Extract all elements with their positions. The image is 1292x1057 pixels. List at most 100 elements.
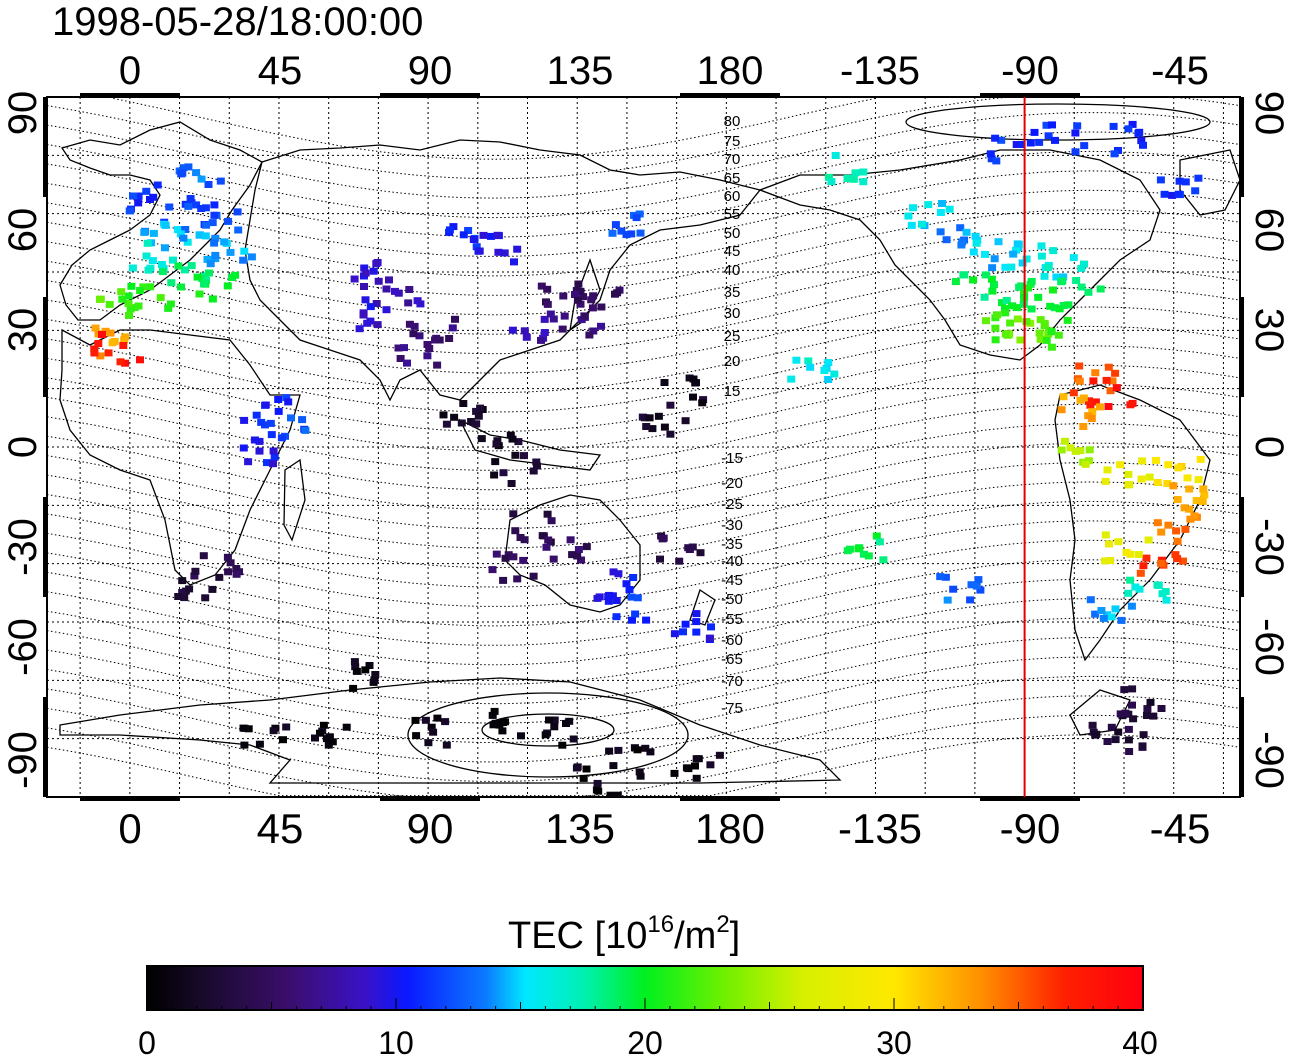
- tec-cell: [550, 723, 559, 731]
- tec-cell: [792, 356, 801, 364]
- tec-cell: [609, 762, 618, 770]
- tec-cell: [261, 401, 270, 409]
- top-axis-bar: [980, 93, 1080, 98]
- tec-cell: [173, 226, 182, 234]
- tec-cell: [654, 412, 663, 420]
- tec-cell: [1164, 461, 1173, 469]
- tec-cell: [1009, 250, 1018, 258]
- tec-cell: [350, 275, 359, 283]
- tec-cell: [1047, 328, 1056, 336]
- tec-cell: [987, 155, 996, 163]
- mag-lat-contour: [47, 189, 1240, 277]
- tec-cell: [962, 228, 971, 236]
- tec-cell: [1172, 527, 1181, 535]
- tec-cell: [582, 765, 591, 773]
- tec-cell: [349, 684, 358, 692]
- tec-cell: [1125, 481, 1134, 488]
- tec-cell: [1075, 362, 1084, 370]
- mag-lat-contour: [47, 598, 1240, 685]
- tec-cell: [1198, 498, 1207, 505]
- contour-label: 30: [724, 305, 741, 322]
- tec-cell: [1139, 562, 1148, 570]
- contour-label: 75: [724, 133, 741, 150]
- tec-cell: [547, 517, 556, 525]
- mag-lat-contour: [47, 520, 1240, 607]
- top-lon-label: 90: [408, 49, 453, 93]
- tec-cell: [1116, 710, 1125, 718]
- tec-cell: [1075, 377, 1084, 385]
- bottom-lon-label: -90: [1000, 805, 1061, 852]
- tec-cell: [423, 352, 432, 360]
- tec-cell: [442, 741, 451, 749]
- tec-cell: [611, 221, 620, 229]
- tec-cell: [1117, 616, 1126, 624]
- tec-cell: [474, 412, 483, 420]
- tec-cell: [972, 239, 981, 247]
- tec-cell: [613, 791, 622, 797]
- mag-lat-contour: [47, 481, 1240, 569]
- tec-cell: [504, 551, 513, 559]
- tec-cell: [301, 426, 310, 434]
- tec-cell: [1084, 288, 1093, 296]
- tec-cell: [1001, 309, 1010, 317]
- tec-cell: [987, 275, 996, 283]
- tec-cell: [1049, 247, 1058, 255]
- tec-cell: [633, 594, 642, 602]
- tec-cell: [666, 430, 675, 438]
- tec-cell: [174, 262, 183, 270]
- mag-lat-contour: [47, 228, 1240, 316]
- tec-cell: [472, 243, 481, 251]
- right-axis-bar: [1239, 697, 1244, 797]
- tec-cell: [1008, 302, 1017, 310]
- tec-cell: [457, 419, 466, 427]
- tec-cell: [941, 573, 950, 581]
- tec-cell: [231, 271, 240, 279]
- tec-cell: [1018, 259, 1027, 267]
- tec-cell: [1106, 557, 1115, 564]
- tec-cell: [450, 413, 459, 421]
- contour-label: 65: [724, 170, 741, 187]
- mag-lat-contour: [47, 248, 1240, 335]
- tec-cell: [656, 555, 664, 563]
- tec-cell: [1200, 491, 1209, 499]
- tec-cell: [1027, 305, 1036, 313]
- tec-cell: [352, 667, 361, 675]
- tec-cell: [128, 264, 137, 272]
- tec-cell: [178, 169, 187, 177]
- tec-cell: [1191, 187, 1200, 195]
- tec-cell: [628, 616, 636, 624]
- tec-cell: [198, 275, 207, 282]
- tec-cell: [520, 536, 529, 544]
- tec-cell: [1087, 415, 1096, 422]
- tec-cell: [274, 407, 283, 415]
- tec-cell: [136, 356, 144, 364]
- tec-cell: [1017, 282, 1026, 290]
- tec-cell: [546, 310, 555, 318]
- tec-cell: [403, 359, 411, 367]
- tec-cell: [1164, 521, 1173, 529]
- tec-cell: [859, 178, 868, 186]
- tec-cell: [543, 510, 552, 518]
- tec-cell: [1103, 466, 1112, 474]
- tec-cell: [692, 628, 701, 636]
- tec-cell: [1002, 296, 1011, 304]
- tec-cell: [824, 359, 833, 366]
- tec-cell: [692, 755, 701, 763]
- tec-cell: [211, 234, 220, 242]
- tec-cell: [153, 181, 162, 189]
- tec-cell: [371, 671, 380, 678]
- mag-lat-contour: [47, 675, 1240, 763]
- tec-cell: [110, 337, 119, 345]
- mag-lat-contour: [47, 539, 1240, 627]
- tec-cell: [614, 570, 623, 578]
- tec-cell: [156, 294, 165, 302]
- tec-cell: [223, 553, 232, 561]
- tec-cell: [1091, 369, 1100, 377]
- tec-cell: [96, 352, 105, 360]
- tec-cell: [1196, 455, 1205, 463]
- tec-cell: [1192, 497, 1201, 504]
- mag-lat-contour: [47, 714, 1240, 797]
- tec-cell: [1160, 190, 1169, 198]
- tec-cell: [124, 292, 133, 300]
